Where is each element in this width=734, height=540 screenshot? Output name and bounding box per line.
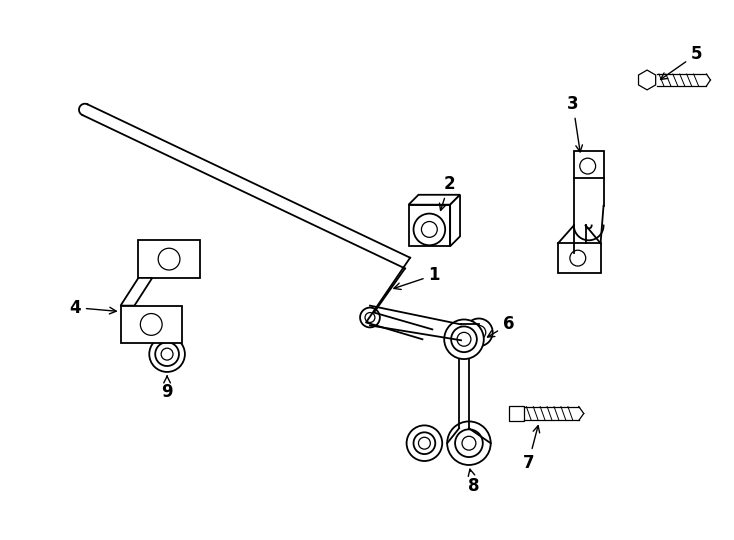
Polygon shape — [120, 306, 182, 343]
Text: 9: 9 — [161, 376, 173, 401]
Polygon shape — [139, 240, 200, 278]
Text: 1: 1 — [394, 266, 440, 289]
Text: 7: 7 — [523, 426, 539, 472]
Polygon shape — [450, 195, 460, 246]
FancyBboxPatch shape — [509, 406, 524, 421]
Text: 4: 4 — [69, 299, 116, 316]
Circle shape — [444, 320, 484, 359]
Circle shape — [149, 336, 185, 372]
Text: 2: 2 — [440, 175, 455, 211]
Polygon shape — [409, 195, 460, 205]
Polygon shape — [558, 244, 600, 273]
Polygon shape — [639, 70, 655, 90]
Circle shape — [413, 214, 446, 245]
Text: 6: 6 — [487, 315, 515, 337]
Circle shape — [407, 426, 442, 461]
Text: 8: 8 — [468, 469, 479, 495]
Polygon shape — [120, 278, 152, 306]
Text: 3: 3 — [567, 94, 583, 152]
Circle shape — [447, 421, 491, 465]
Text: 5: 5 — [661, 45, 702, 79]
Polygon shape — [409, 205, 450, 246]
Polygon shape — [574, 151, 603, 178]
